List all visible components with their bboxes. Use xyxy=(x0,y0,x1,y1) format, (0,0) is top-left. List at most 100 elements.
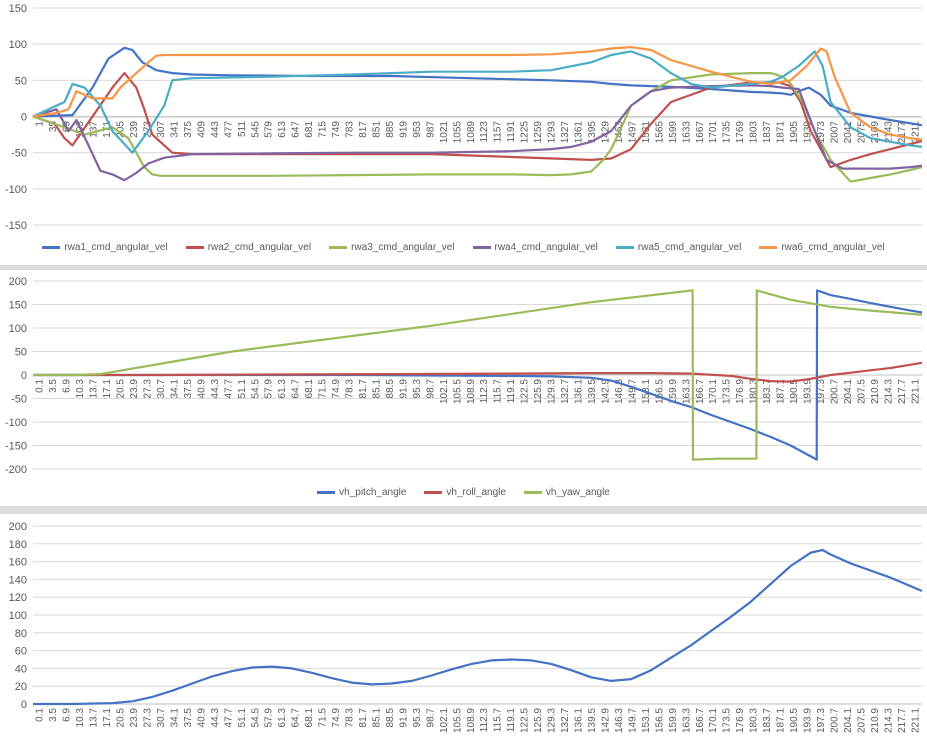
x-tick-label: 1497 xyxy=(627,121,638,144)
x-tick-label: 149.7 xyxy=(627,379,638,404)
y-tick-label: 60 xyxy=(15,646,27,658)
x-tick-label: 207.5 xyxy=(856,708,867,733)
legend-swatch xyxy=(185,246,204,249)
x-tick-label: 180.3 xyxy=(749,379,760,404)
x-tick-label: 477 xyxy=(223,121,234,138)
x-tick-label: 13.7 xyxy=(89,708,100,728)
x-tick-label: 163.3 xyxy=(681,708,692,733)
legend-label: rwa6_cmd_angular_vel xyxy=(781,242,885,253)
x-tick-label: 44.3 xyxy=(210,379,221,399)
x-tick-label: 132.7 xyxy=(560,708,571,733)
x-tick-label: 176.9 xyxy=(735,708,746,733)
x-tick-label: 81.7 xyxy=(358,379,369,399)
x-tick-label: 108.9 xyxy=(466,708,477,733)
x-tick-label: 30.7 xyxy=(156,708,167,728)
legend-item: rwa3_cmd_angular_vel xyxy=(329,242,455,253)
x-tick-label: 204.1 xyxy=(843,379,854,404)
legend-swatch xyxy=(759,246,778,249)
x-tick-label: 156.5 xyxy=(654,379,665,404)
legend-label: vh_roll_angle xyxy=(446,487,506,498)
x-tick-label: 1599 xyxy=(668,121,679,144)
y-tick-label: 200 xyxy=(9,276,27,288)
x-tick-label: 149.7 xyxy=(627,708,638,733)
legend-swatch xyxy=(424,491,443,494)
x-tick-label: 1157 xyxy=(493,121,504,143)
x-tick-label: 3.5 xyxy=(48,708,59,722)
y-tick-label: 120 xyxy=(9,592,27,604)
x-tick-label: 1089 xyxy=(466,121,477,144)
x-tick-label: 122.5 xyxy=(520,708,531,733)
x-tick-label: 1055 xyxy=(452,121,463,144)
x-tick-label: 35 xyxy=(48,121,59,133)
x-tick-label: 173.5 xyxy=(722,379,733,404)
x-tick-label: 153.1 xyxy=(641,708,652,733)
x-tick-label: 0.1 xyxy=(35,379,46,393)
x-tick-label: 1565 xyxy=(654,121,665,144)
x-tick-label: 163.3 xyxy=(681,379,692,404)
legend-label: rwa2_cmd_angular_vel xyxy=(207,242,312,253)
series-line xyxy=(33,289,923,461)
x-tick-label: 146.3 xyxy=(614,708,625,733)
x-tick-label: 579 xyxy=(264,121,275,138)
x-tick-label: 1429 xyxy=(600,121,611,144)
series-line xyxy=(32,50,923,154)
x-tick-label: 1769 xyxy=(735,121,746,144)
x-tick-label: 2143 xyxy=(883,121,894,144)
x-tick-label: 17.1 xyxy=(102,379,113,399)
x-tick-label: 159.9 xyxy=(668,379,679,404)
x-tick-label: 180.3 xyxy=(749,708,760,733)
x-tick-label: 375 xyxy=(183,121,194,138)
y-tick-label: 150 xyxy=(9,300,27,312)
x-tick-label: 23.9 xyxy=(129,379,140,399)
y-tick-label: 180 xyxy=(9,539,27,551)
x-tick-label: 27.3 xyxy=(142,379,153,399)
x-tick-label: 1701 xyxy=(708,121,719,144)
x-tick-label: 200.7 xyxy=(829,379,840,404)
attitude-angle-legend: vh_pitch_angle vh_roll_angle vh_yaw_angle xyxy=(0,487,927,498)
x-tick-label: 0.1 xyxy=(35,708,46,722)
y-tick-label: -150 xyxy=(5,220,27,232)
x-tick-label: 885 xyxy=(385,121,396,138)
x-tick-label: 142.9 xyxy=(600,379,611,404)
x-tick-label: 91.9 xyxy=(398,379,409,399)
x-tick-label: 210.9 xyxy=(870,708,881,733)
x-tick-label: 98.7 xyxy=(425,379,436,399)
x-tick-label: 37.5 xyxy=(183,379,194,399)
x-tick-label: 125.9 xyxy=(533,379,544,404)
x-tick-label: 10.3 xyxy=(75,379,86,399)
y-tick-label: -200 xyxy=(5,464,27,476)
legend-label: rwa5_cmd_angular_vel xyxy=(637,242,742,253)
x-tick-label: 170.1 xyxy=(708,379,719,404)
x-tick-label: 511 xyxy=(237,121,248,137)
legend-item: rwa4_cmd_angular_vel xyxy=(472,242,598,253)
x-tick-label: 78.3 xyxy=(345,708,356,728)
x-tick-label: 34.1 xyxy=(169,379,180,399)
x-tick-label: 61.3 xyxy=(277,708,288,728)
panel-separator xyxy=(0,506,927,514)
x-tick-label: 307 xyxy=(156,121,167,138)
legend-item: rwa1_cmd_angular_vel xyxy=(42,242,168,253)
x-tick-label: 88.5 xyxy=(385,708,396,728)
x-tick-label: 71.5 xyxy=(318,708,329,728)
series-line xyxy=(33,361,923,383)
x-tick-label: 193.9 xyxy=(803,379,814,404)
x-tick-label: 3.5 xyxy=(48,379,59,393)
x-tick-label: 1633 xyxy=(681,121,692,144)
x-tick-label: 851 xyxy=(371,121,382,138)
x-tick-label: 190.5 xyxy=(789,379,800,404)
y-tick-label: -50 xyxy=(11,394,27,406)
x-tick-label: 214.3 xyxy=(883,379,894,404)
x-tick-label: 64.7 xyxy=(291,379,302,399)
panel-separator xyxy=(0,265,927,270)
x-tick-label: 239 xyxy=(129,121,140,138)
x-tick-label: 57.9 xyxy=(264,379,275,399)
x-tick-label: 40.9 xyxy=(196,708,207,728)
x-tick-label: 205 xyxy=(116,121,127,138)
x-tick-label: 1293 xyxy=(547,121,558,144)
y-tick-label: 100 xyxy=(9,39,27,51)
x-tick-label: 1837 xyxy=(762,121,773,144)
legend-swatch xyxy=(42,246,61,249)
x-tick-label: 51.1 xyxy=(237,379,248,399)
x-tick-label: 119.1 xyxy=(506,379,517,404)
x-tick-label: 1123 xyxy=(479,121,490,143)
